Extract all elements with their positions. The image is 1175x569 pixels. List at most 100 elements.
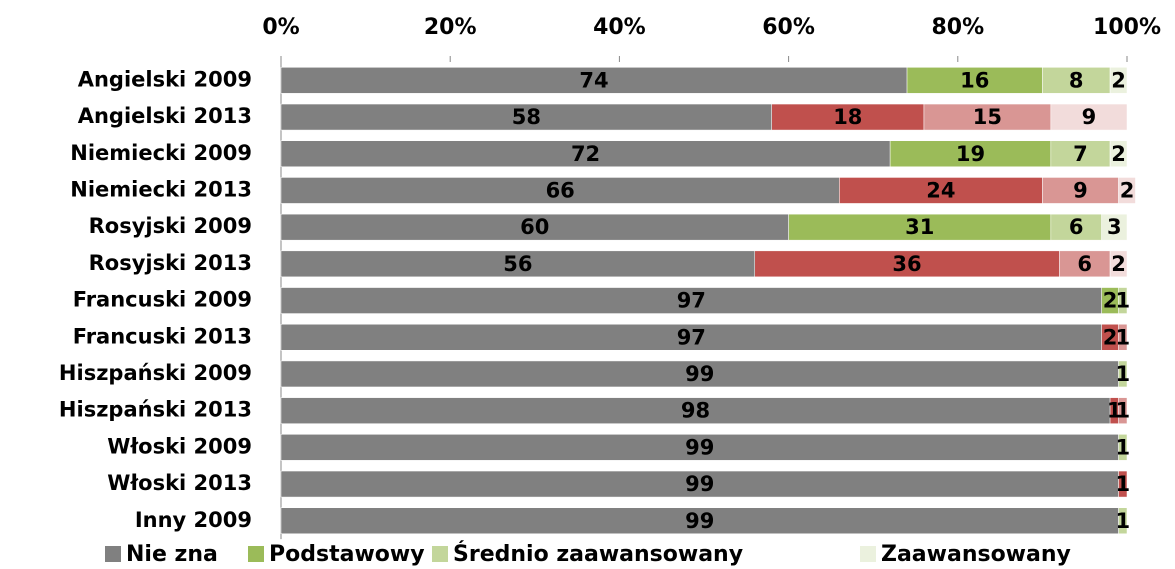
data-label: 19 (956, 142, 985, 166)
category-label: Angielski 2013 (78, 104, 252, 128)
legend-swatch (248, 546, 264, 562)
x-tick-label: 0% (262, 15, 299, 40)
data-label: 18 (833, 105, 862, 129)
data-label: 16 (960, 68, 989, 92)
x-tick-label: 20% (424, 15, 477, 40)
category-label: Francuski 2013 (73, 324, 252, 348)
data-label: 99 (685, 435, 714, 459)
category-label: Rosyjski 2013 (89, 251, 252, 275)
bar-segment (280, 287, 1102, 314)
legend-swatch (105, 546, 121, 562)
data-label: 2 (1103, 325, 1118, 349)
data-label: 58 (512, 105, 541, 129)
data-label: 7 (1073, 142, 1088, 166)
bar-segment (1109, 67, 1128, 94)
bar-segment (280, 213, 789, 241)
bar-segment (1118, 507, 1128, 534)
data-label: 24 (926, 178, 955, 202)
bar-segment (1101, 213, 1128, 241)
data-label: 1 (1115, 472, 1130, 496)
bar-segment (1118, 470, 1128, 498)
category-label: Inny 2009 (135, 508, 252, 532)
bar-segment (1042, 67, 1111, 94)
data-label: 97 (677, 325, 706, 349)
data-label: 6 (1069, 215, 1084, 239)
bar-segment (788, 213, 1052, 241)
bar-segment (1109, 250, 1128, 278)
bar-segment (754, 250, 1060, 278)
data-label: 2 (1111, 252, 1126, 276)
data-label: 99 (685, 362, 714, 386)
bar-segment (923, 103, 1052, 131)
bar-segment (280, 67, 908, 94)
legend-label: Średnio zaawansowany (453, 541, 743, 567)
bar-segment (280, 177, 840, 204)
bar-segment (1059, 250, 1111, 278)
data-label: 99 (685, 472, 714, 496)
data-label: 1 (1115, 435, 1130, 459)
data-label: 1 (1115, 289, 1130, 313)
x-tick-label: 80% (931, 15, 984, 40)
bar-segment (280, 397, 1111, 424)
data-label: 72 (571, 142, 600, 166)
data-label: 97 (677, 289, 706, 313)
data-label: 31 (905, 215, 934, 239)
data-label: 98 (681, 399, 710, 423)
data-label: 2 (1111, 142, 1126, 166)
bar-segment (280, 140, 891, 167)
bar-segment (1050, 140, 1111, 167)
legend-label: Nie zna (126, 542, 218, 567)
data-label: 2 (1120, 178, 1135, 202)
category-label: Niemiecki 2013 (70, 177, 252, 201)
category-label: Włoski 2009 (107, 434, 252, 458)
bar-segment (1118, 287, 1128, 314)
category-label: Rosyjski 2009 (89, 214, 252, 238)
data-label: 66 (546, 178, 575, 202)
bar-segment (280, 103, 772, 131)
legend-swatch (432, 546, 448, 562)
data-label: 6 (1077, 252, 1092, 276)
legend-label: Podstawowy (269, 542, 425, 567)
data-label: 60 (520, 215, 549, 239)
bar-segment (906, 67, 1043, 94)
data-label: 15 (973, 105, 1002, 129)
bar-segment (280, 507, 1119, 534)
data-label: 8 (1069, 68, 1084, 92)
bar-segment (839, 177, 1043, 204)
data-label: 1 (1115, 509, 1130, 533)
bar-segment (280, 360, 1119, 388)
bar-segment (1042, 177, 1119, 204)
bar-segment (1109, 140, 1128, 167)
data-label: 9 (1082, 105, 1097, 129)
category-label: Włoski 2013 (107, 471, 252, 495)
bar-segment (1118, 397, 1128, 424)
data-label: 56 (503, 252, 532, 276)
x-tick-label: 100% (1093, 15, 1161, 40)
data-label: 2 (1103, 289, 1118, 313)
bar-segment (1118, 360, 1128, 388)
category-label: Angielski 2009 (78, 67, 252, 91)
bar-segment (1118, 324, 1128, 351)
x-tick-label: 60% (762, 15, 815, 40)
data-label: 36 (892, 252, 921, 276)
data-label: 2 (1111, 68, 1126, 92)
legend-swatch (860, 546, 876, 562)
data-label: 1 (1115, 362, 1130, 386)
bar-segment (1118, 177, 1136, 204)
category-label: Hiszpański 2009 (59, 361, 252, 385)
data-label: 1 (1107, 399, 1122, 423)
data-label: 1 (1115, 325, 1130, 349)
bar-segment (889, 140, 1052, 167)
category-label: Francuski 2009 (73, 288, 252, 312)
data-label: 9 (1073, 178, 1088, 202)
bar-segment (280, 324, 1102, 351)
data-label: 99 (685, 509, 714, 533)
bar-segment (1118, 434, 1128, 461)
bar-segment (280, 250, 756, 278)
data-label: 74 (579, 68, 608, 92)
bar-segment (280, 434, 1119, 461)
category-label: Hiszpański 2013 (59, 398, 252, 422)
bar-segment (1050, 213, 1102, 241)
bar-segment (1050, 103, 1128, 131)
